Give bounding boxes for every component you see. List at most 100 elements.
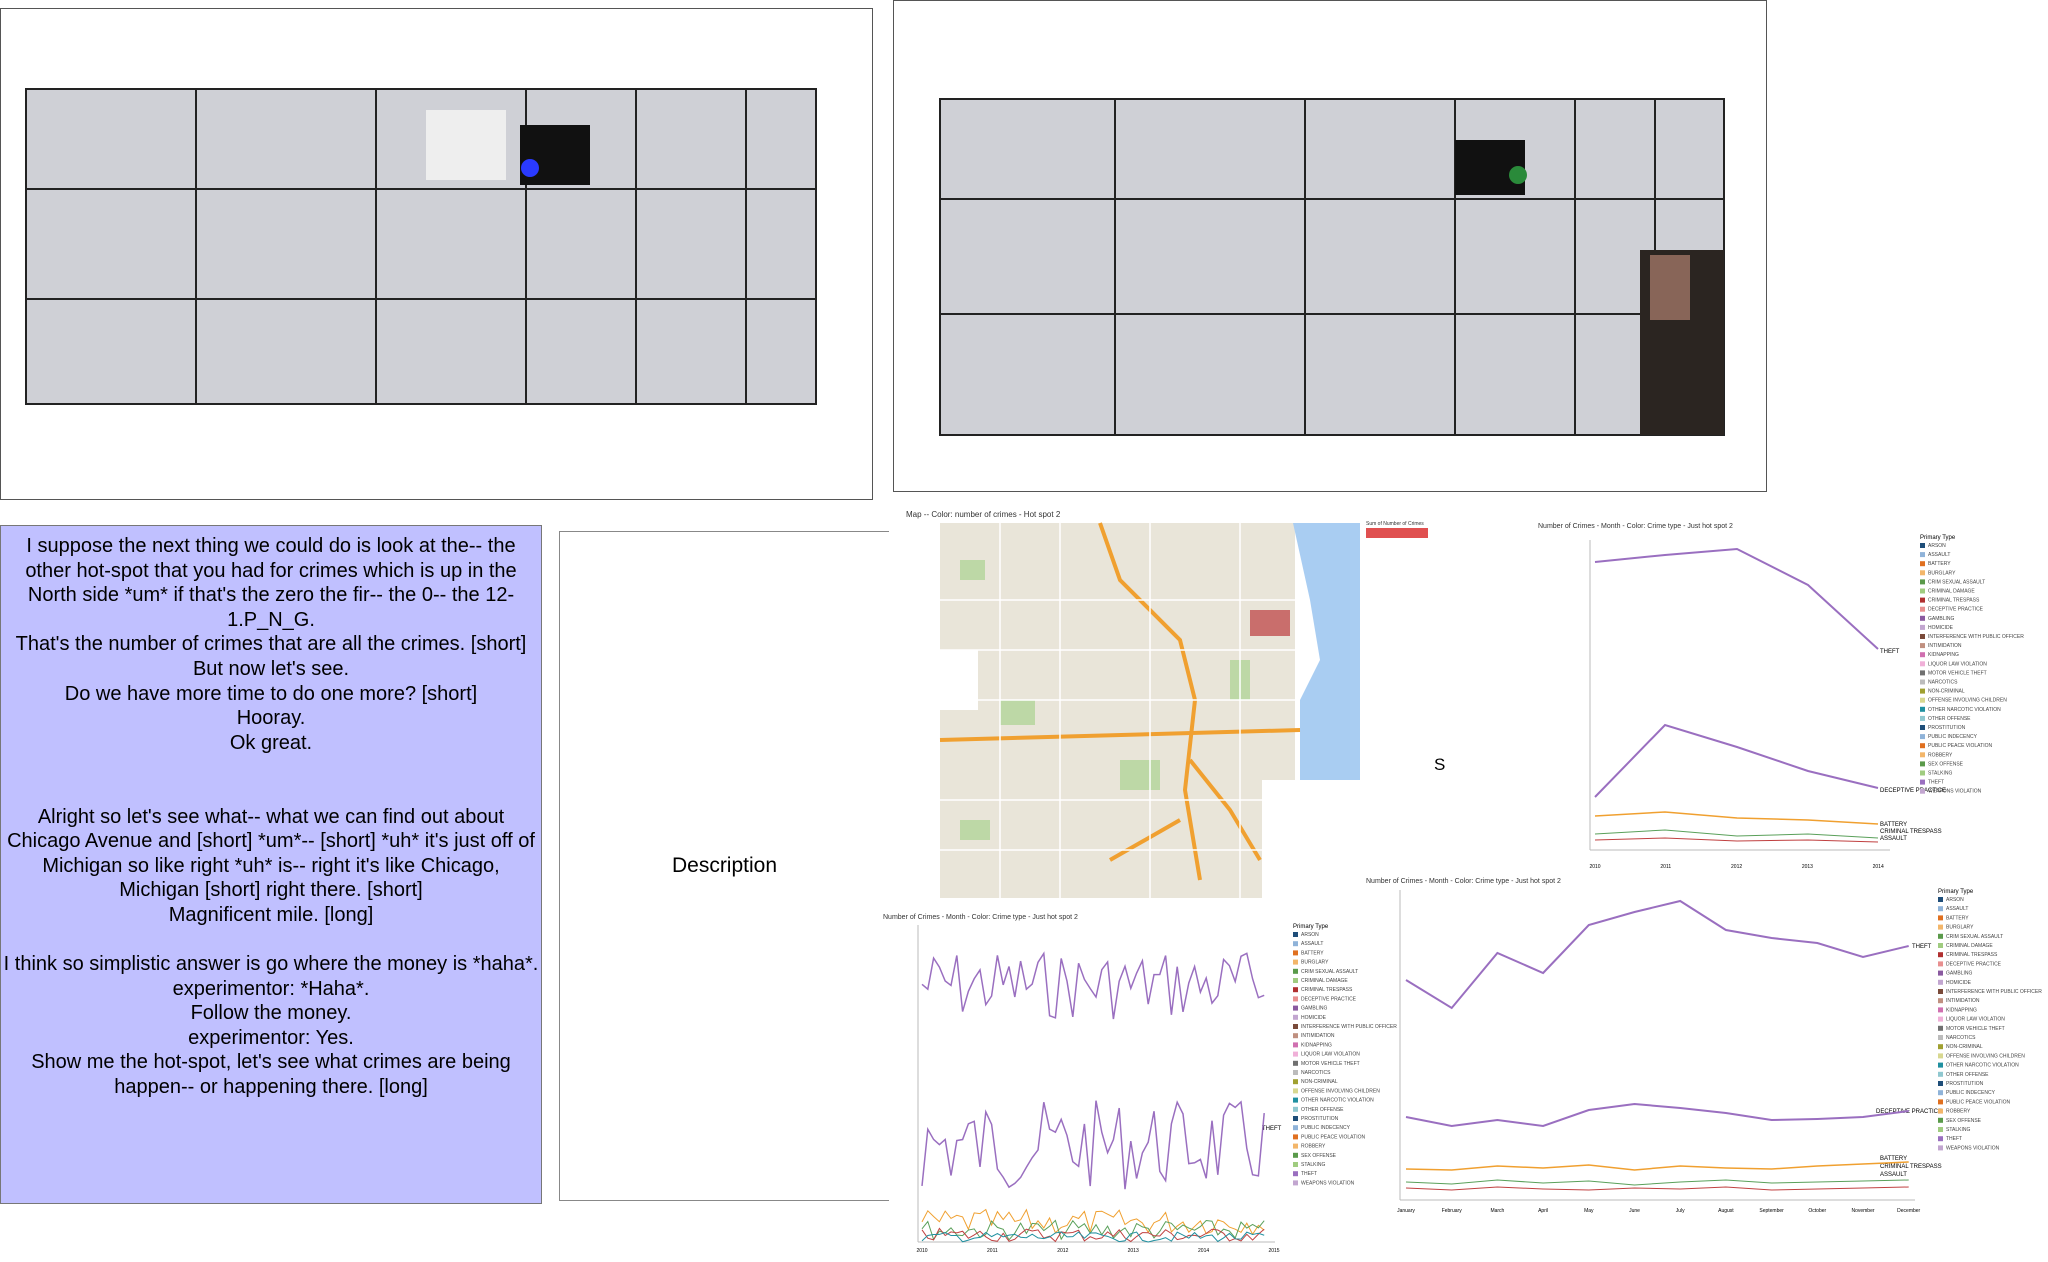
- legend-swatch: [1293, 941, 1298, 947]
- legend-swatch: [1920, 543, 1925, 548]
- legend-item: HOMICIDE: [1301, 1015, 1327, 1021]
- map-legend-title: Sum of Number of Crimes: [1366, 521, 1424, 527]
- legend-swatch: [1938, 1127, 1943, 1132]
- legend-swatch: [1920, 552, 1925, 558]
- x-tick-label: 2011: [987, 1248, 998, 1254]
- legend-item: PUBLIC PEACE VIOLATION: [1946, 1099, 2010, 1105]
- legend-swatch: [1920, 588, 1925, 594]
- legend-swatch: [1920, 670, 1925, 676]
- legend-item: CRIMINAL TRESPASS: [1928, 598, 1980, 604]
- legend-item: SEX OFFENSE: [1301, 1153, 1337, 1159]
- legend-item: OFFENSE INVOLVING CHILDREN: [1928, 698, 2007, 704]
- x-tick-label: 2010: [916, 1248, 927, 1254]
- legend-swatch: [1938, 924, 1943, 930]
- legend-swatch: [1938, 1099, 1943, 1105]
- legend-swatch: [1938, 906, 1943, 912]
- legend-item: INTERFERENCE WITH PUBLIC OFFICER: [1946, 989, 2042, 995]
- legend-swatch: [1293, 1097, 1298, 1103]
- x-tick-label: June: [1629, 1208, 1640, 1214]
- legend-item: WEAPONS VIOLATION: [1946, 1145, 2000, 1151]
- legend-swatch: [1293, 959, 1298, 965]
- legend-item: MOTOR VEHICLE THEFT: [1301, 1061, 1360, 1067]
- line-label: BATTERY: [1880, 822, 1907, 828]
- transcript-line: [3, 928, 539, 953]
- legend-swatch: [1938, 998, 1943, 1004]
- x-tick-label: 2014: [1873, 864, 1884, 870]
- legend-item: ARSON: [1301, 932, 1319, 938]
- x-tick-label: 2010: [1589, 864, 1600, 870]
- legend-item: WEAPONS VIOLATION: [1928, 789, 1982, 795]
- map-title: Map -- Color: number of crimes - Hot spo…: [906, 510, 1061, 519]
- legend-item: ROBBERY: [1301, 1144, 1326, 1150]
- transcript-line: experimentor: *Haha*.: [172, 977, 370, 1000]
- legend-swatch: [1293, 1171, 1298, 1177]
- legend-item: OTHER OFFENSE: [1946, 1072, 1989, 1078]
- x-tick-label: 2012: [1057, 1248, 1068, 1254]
- legend-item: CRIM SEXUAL ASSAULT: [1928, 579, 1985, 585]
- line-label: ASSAULT: [1880, 836, 1907, 842]
- legend-swatch: [1293, 1143, 1298, 1149]
- legend-item: ASSAULT: [1946, 906, 1968, 912]
- x-tick-label: 2011: [1660, 864, 1671, 870]
- legend-item: BURGLARY: [1928, 570, 1956, 576]
- legend-swatch: [1293, 1134, 1298, 1140]
- legend-swatch: [1920, 715, 1925, 721]
- legend-swatch: [1938, 1007, 1943, 1013]
- legend-item: CRIMINAL TRESPASS: [1946, 952, 1998, 958]
- legend-item: NARCOTICS: [1928, 680, 1958, 686]
- trend-line: [1405, 1161, 1909, 1171]
- legend-swatch: [1293, 1060, 1298, 1066]
- chart-top-right: Number of Crimes - Month - Color: Crime …: [1538, 523, 1946, 851]
- legend-item: OTHER NARCOTIC VIOLATION: [1301, 1098, 1374, 1104]
- legend-item: INTIMIDATION: [1928, 643, 1962, 649]
- legend-item: PUBLIC PEACE VIOLATION: [1301, 1134, 1365, 1140]
- legend-item: MOTOR VEHICLE THEFT: [1928, 670, 1987, 676]
- legend-item: WEAPONS VIOLATION: [1301, 1180, 1355, 1186]
- legend-swatch: [1920, 561, 1925, 567]
- legend-swatch: [1938, 989, 1943, 994]
- legend-swatch: [1293, 932, 1298, 937]
- chart-title: Number of Crimes - Month - Color: Crime …: [1538, 523, 1733, 530]
- legend-swatch: [1920, 597, 1925, 603]
- legend-item: PROSTITUTION: [1928, 725, 1966, 731]
- legend-swatch: [1293, 1162, 1298, 1167]
- x-tick-label: 2014: [1198, 1248, 1209, 1254]
- legend-swatch: [1938, 897, 1943, 902]
- legend-item: LIQUOR LAW VIOLATION: [1928, 661, 1987, 667]
- legend-swatch: [1920, 579, 1925, 585]
- chart-title: Number of Crimes - Month - Color: Crime …: [883, 914, 1078, 921]
- legend-item: NARCOTICS: [1946, 1035, 1976, 1041]
- legend-item: PUBLIC INDECENCY: [1946, 1090, 1996, 1096]
- legend-swatch: [1293, 1116, 1298, 1121]
- legend-item: BATTERY: [1946, 915, 1969, 921]
- line-label: THEFT: [1912, 944, 1932, 950]
- chart-bottom-left: Number of Crimes - Month - Color: Crime …: [883, 914, 1282, 1243]
- x-tick-label: 2015: [1268, 1248, 1279, 1254]
- x-tick-label: October: [1808, 1208, 1826, 1214]
- legend-item: KIDNAPPING: [1928, 652, 1959, 658]
- legend-swatch: [1938, 1025, 1943, 1031]
- legend-swatch: [1938, 979, 1943, 985]
- legend-swatch: [1938, 1044, 1943, 1050]
- transcript-line: Follow the money.: [190, 1002, 352, 1025]
- legend-item: SEX OFFENSE: [1928, 761, 1964, 767]
- x-tick-label: 2012: [1731, 864, 1742, 870]
- legend-item: KIDNAPPING: [1301, 1042, 1332, 1048]
- legend-swatch: [1293, 1051, 1298, 1057]
- legend-swatch: [1293, 1106, 1298, 1112]
- legend-swatch: [1938, 952, 1943, 958]
- legend-item: PUBLIC INDECENCY: [1301, 1125, 1351, 1131]
- x-tick-label: 2013: [1802, 864, 1813, 870]
- legend-item: CRIMINAL TRESPASS: [1301, 987, 1353, 993]
- legend-item: NON-CRIMINAL: [1301, 1079, 1338, 1085]
- x-tick-label: July: [1676, 1208, 1685, 1214]
- legend-swatch: [1920, 570, 1925, 576]
- legend-swatch: [1293, 1088, 1298, 1094]
- legend-swatch: [1920, 643, 1925, 649]
- line-label: DECEPTIVE PRACTICE: [1880, 788, 1946, 794]
- legend-title: Primary Type: [1938, 889, 1974, 895]
- legend-swatch: [1293, 950, 1298, 956]
- legend-item: ASSAULT: [1928, 552, 1950, 558]
- legend-item: DECEPTIVE PRACTICE: [1928, 607, 1984, 613]
- legend-item: INTERFERENCE WITH PUBLIC OFFICER: [1301, 1024, 1397, 1030]
